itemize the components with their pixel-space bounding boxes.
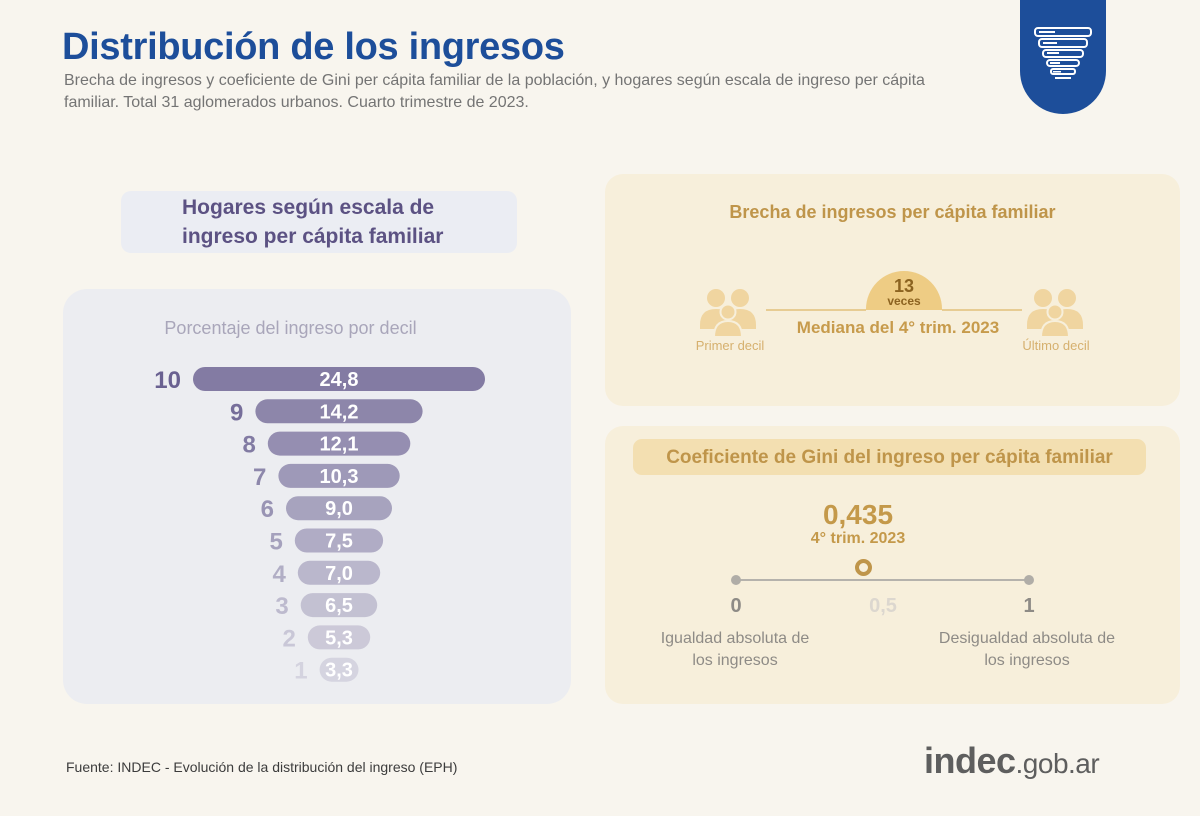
first-decile-label: Primer decil bbox=[695, 338, 765, 353]
decile-value-label: 12,1 bbox=[320, 434, 359, 456]
decile-number-label: 10 bbox=[154, 367, 181, 394]
page-title: Distribución de los ingresos bbox=[62, 26, 565, 68]
gap-unit: veces bbox=[887, 294, 921, 308]
decile-bar-1 bbox=[319, 657, 359, 682]
decile-bar-10 bbox=[193, 367, 485, 391]
gini-value: 0,435 bbox=[822, 499, 894, 530]
gini-inequality-label: Desigualdad absoluta de los ingresos bbox=[938, 630, 1116, 669]
deciles-heading-box bbox=[121, 191, 517, 253]
gini-heading-box bbox=[633, 439, 1146, 475]
page-subtitle: Brecha de ingresos y coeficiente de Gini… bbox=[64, 72, 925, 111]
people-group-icon bbox=[700, 289, 756, 337]
decile-number-label: 5 bbox=[269, 529, 282, 556]
decile-value-label: 3,3 bbox=[325, 660, 353, 682]
decile-bar-3 bbox=[300, 593, 378, 618]
decile-value-label: 7,5 bbox=[325, 531, 353, 553]
gini-marker bbox=[854, 559, 872, 576]
decile-number-label: 4 bbox=[272, 561, 286, 588]
decile-value-label: 24,8 bbox=[320, 369, 359, 391]
decile-bar-9 bbox=[255, 399, 423, 424]
source-note: Fuente: INDEC - Evolución de la distribu… bbox=[66, 759, 458, 775]
decile-number-label: 9 bbox=[230, 399, 243, 426]
decile-bar-2 bbox=[307, 625, 371, 650]
gini-scale-track bbox=[736, 579, 1029, 581]
gini-period: 4° trim. 2023 bbox=[810, 530, 906, 547]
gini-heading: Coeficiente de Gini del ingreso per cápi… bbox=[666, 447, 1113, 468]
decile-number-label: 1 bbox=[294, 658, 307, 685]
gini-scale-end-dot bbox=[1024, 575, 1034, 585]
indec-logo: indec.gob.ar bbox=[924, 740, 1100, 781]
decile-bar-8 bbox=[267, 431, 411, 456]
decile-value-label: 14,2 bbox=[320, 401, 359, 423]
gap-value: 13 bbox=[893, 276, 915, 296]
decile-number-label: 6 bbox=[261, 496, 274, 523]
decile-funnel-chart: 24,8 10 14,2 9 12,1 8 10,3 7 9,0 6 7,5 5 7,0 4 6,5 3 5,3… bbox=[154, 367, 485, 685]
gap-connector-left bbox=[766, 309, 866, 311]
header-badge bbox=[1020, 0, 1106, 114]
gini-tick-0-5: 0,5 bbox=[869, 595, 897, 617]
income-gap-title: Brecha de ingresos per cápita familiar bbox=[729, 202, 1056, 222]
decile-number-label: 3 bbox=[275, 593, 288, 620]
gini-equality-label: Igualdad absoluta de los ingresos bbox=[660, 630, 810, 669]
decile-number-label: 8 bbox=[242, 432, 255, 459]
decile-number-label: 2 bbox=[282, 625, 295, 652]
decile-bar-5 bbox=[294, 528, 384, 553]
gini-scale-start-dot bbox=[731, 575, 741, 585]
decile-bar-7 bbox=[278, 463, 400, 488]
decile-value-label: 9,0 bbox=[325, 498, 353, 520]
gap-median-label: Mediana del 4° trim. 2023 bbox=[796, 318, 1000, 337]
chart-title: Porcentaje del ingreso por decil bbox=[164, 318, 417, 338]
gini-tick-0: 0 bbox=[730, 595, 742, 617]
decile-number-label: 7 bbox=[253, 464, 266, 491]
decile-value-label: 5,3 bbox=[325, 627, 353, 649]
decile-bar-4 bbox=[297, 560, 381, 585]
decile-value-label: 7,0 bbox=[325, 563, 353, 585]
decile-value-label: 6,5 bbox=[325, 595, 353, 617]
decile-bar-6 bbox=[286, 496, 392, 521]
decile-value-label: 10,3 bbox=[320, 466, 359, 488]
deciles-heading: Hogares según escala de ingreso per cápi… bbox=[182, 196, 444, 248]
stacked-layers-icon bbox=[1034, 27, 1092, 79]
people-group-icon bbox=[1027, 289, 1083, 337]
gini-tick-1: 1 bbox=[1023, 595, 1035, 617]
last-decile-label: Último decil bbox=[1022, 338, 1090, 353]
gap-connector-right bbox=[942, 309, 1022, 311]
